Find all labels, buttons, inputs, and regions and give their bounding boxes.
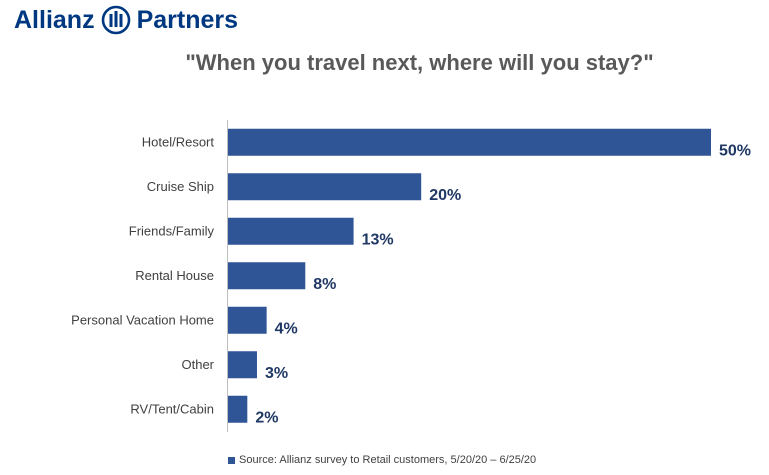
allianz-eagle-icon (101, 5, 130, 35)
bar (228, 306, 267, 334)
bar (228, 395, 248, 423)
bar (228, 217, 354, 245)
bar (228, 128, 711, 156)
bar (228, 262, 306, 290)
category-label: RV/Tent/Cabin (130, 401, 214, 416)
value-label: 3% (265, 365, 288, 382)
value-label: 50% (719, 142, 751, 159)
value-label: 13% (362, 231, 394, 248)
value-label: 4% (275, 320, 298, 337)
category-label: Hotel/Resort (142, 134, 215, 149)
category-label: Cruise Ship (147, 179, 214, 194)
bar (228, 173, 422, 201)
source-note: Source: Allianz survey to Retail custome… (228, 454, 536, 466)
bar (228, 351, 257, 379)
value-label: 2% (255, 409, 278, 426)
category-label: Personal Vacation Home (71, 312, 214, 327)
source-text: Source: Allianz survey to Retail custome… (239, 454, 537, 466)
category-label: Friends/Family (129, 223, 215, 238)
value-label: 8% (313, 276, 336, 293)
brand-name-left: Allianz (14, 5, 95, 34)
brand-name-right: Partners (136, 5, 239, 34)
category-label: Other (181, 357, 214, 372)
chart-title: "When you travel next, where will you st… (185, 50, 654, 75)
value-label: 20% (429, 187, 461, 204)
brand-logo: Allianz Partners (14, 4, 238, 36)
legend-swatch (228, 456, 235, 464)
category-label: Rental House (135, 268, 214, 283)
